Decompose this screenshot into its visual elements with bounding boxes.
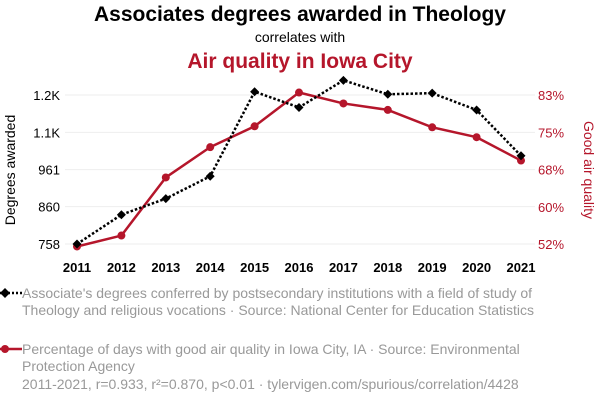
point-air-quality-2019 (428, 123, 437, 132)
point-degrees-2014 (205, 171, 215, 181)
point-degrees-2011 (72, 239, 82, 249)
point-degrees-2019 (427, 88, 437, 98)
y-axis-label-right: Good air quality (581, 121, 597, 219)
y-tick-right-3: 75% (538, 125, 564, 140)
y-tick-left-1: 860 (38, 200, 60, 215)
y-tick-right-4: 83% (538, 88, 564, 103)
x-tick-2: 2013 (151, 260, 180, 275)
legend-marker-air-quality (0, 345, 22, 353)
x-tick-0: 2011 (63, 260, 91, 275)
footer-stats: 2011-2021, r=0.933, r²=0.870, p<0.01 · t… (22, 376, 519, 392)
point-air-quality-2014 (206, 143, 215, 152)
point-air-quality-2013 (161, 173, 170, 182)
y-tick-right-0: 52% (538, 237, 564, 252)
y-tick-right-1: 60% (538, 200, 564, 215)
y-tick-left-4: 1.2K (33, 88, 60, 103)
x-tick-7: 2018 (373, 260, 402, 275)
x-tick-6: 2017 (329, 260, 358, 275)
point-air-quality-2016 (295, 88, 303, 97)
legend-text-degrees: Associate's degrees conferred by postsec… (22, 285, 535, 318)
correlation-chart: Associates degrees awarded in Theology c… (2, 3, 597, 275)
point-degrees-2018 (383, 89, 393, 99)
point-degrees-2013 (161, 194, 171, 204)
point-degrees-2020 (472, 105, 482, 115)
legend-text-air-quality: Percentage of days with good air quality… (22, 341, 520, 374)
point-degrees-2016 (294, 102, 304, 112)
point-degrees-2015 (250, 87, 260, 97)
y-tick-left-0: 758 (38, 237, 60, 252)
y-axis-label-left: Degrees awarded (2, 115, 18, 226)
series-group (72, 75, 526, 251)
x-tick-8: 2019 (418, 260, 447, 275)
x-tick-5: 2016 (285, 260, 314, 275)
point-air-quality-2017 (339, 99, 348, 108)
gridlines (65, 94, 535, 245)
point-air-quality-2018 (383, 105, 392, 114)
point-air-quality-2021 (517, 156, 525, 165)
point-air-quality-2015 (250, 122, 259, 131)
point-air-quality-2012 (117, 231, 126, 240)
legend-marker-degrees (0, 288, 22, 298)
point-air-quality-2020 (472, 133, 481, 142)
point-degrees-2021 (516, 151, 526, 161)
axis-ticks: 758 860 961 1.1K 1.2K 52% 60% 68% 75% 83% 2011 2012… (33, 88, 564, 275)
x-tick-9: 2020 (462, 260, 491, 275)
y-tick-left-2: 961 (38, 163, 60, 178)
x-tick-4: 2015 (240, 260, 269, 275)
x-tick-1: 2012 (107, 260, 136, 275)
x-tick-10: 2021 (507, 260, 536, 275)
y-tick-left-3: 1.1K (33, 125, 60, 140)
chart-title-secondary: Air quality in Iowa City (187, 50, 413, 73)
point-degrees-2017 (338, 75, 348, 85)
chart-subtitle: correlates with (255, 29, 345, 45)
x-tick-3: 2014 (196, 260, 226, 275)
point-degrees-2012 (116, 210, 126, 220)
chart-title: Associates degrees awarded in Theology (94, 3, 506, 26)
y-tick-right-2: 68% (538, 163, 564, 178)
